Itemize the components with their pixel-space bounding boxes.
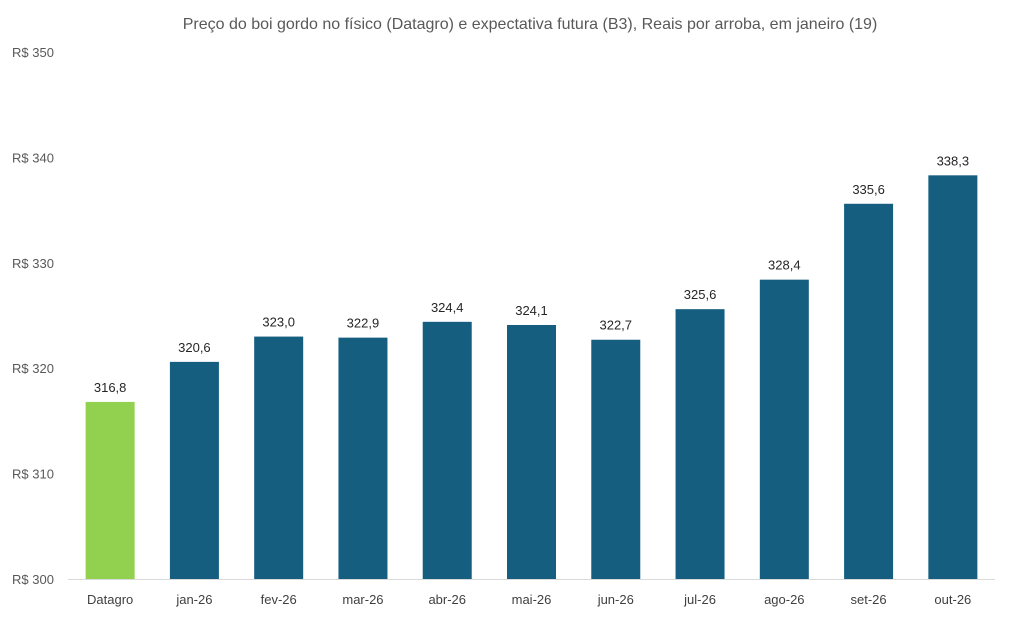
x-tick-label: abr-26 — [428, 592, 466, 607]
data-label: 335,6 — [852, 182, 885, 197]
data-label: 328,4 — [768, 258, 801, 273]
x-tick-label: jan-26 — [175, 592, 212, 607]
x-tick-label: fev-26 — [261, 592, 297, 607]
data-label: 338,3 — [937, 153, 970, 168]
x-axis-ticks: Datagro jan-26 fev-26 mar-26 abr-26 mai-26 jun… — [87, 592, 971, 607]
bars — [85, 175, 978, 579]
data-label: 320,6 — [178, 340, 211, 355]
y-tick-label: R$ 350 — [12, 45, 54, 60]
x-tick-label: jul-26 — [683, 592, 716, 607]
bar-out-26 — [928, 175, 978, 579]
data-label: 324,4 — [431, 300, 464, 315]
y-axis-ticks: R$ 300 R$ 310 R$ 320 R$ 330 R$ 340 R$ 350 — [12, 45, 54, 587]
bar-mai-26 — [507, 324, 556, 579]
y-tick-label: R$ 330 — [12, 256, 54, 271]
data-label: 325,6 — [684, 287, 717, 302]
x-tick-label: set-26 — [851, 592, 887, 607]
bar-fev-26 — [254, 336, 304, 579]
data-label: 322,7 — [599, 318, 632, 333]
y-tick-label: R$ 320 — [12, 361, 54, 376]
y-tick-label: R$ 340 — [12, 150, 54, 165]
x-tick-label: Datagro — [87, 592, 133, 607]
chart-title: Preço do boi gordo no físico (Datagro) e… — [182, 16, 878, 33]
x-tick-label: ago-26 — [764, 592, 804, 607]
data-label: 323,0 — [262, 315, 295, 330]
x-tick-label: out-26 — [934, 592, 971, 607]
bar-ago-26 — [759, 279, 809, 579]
bar-datagro — [85, 401, 135, 579]
data-labels: 316,8 320,6 323,0 322,9 324,4 324,1 322,7 325,6… — [94, 153, 969, 395]
data-label: 316,8 — [94, 380, 127, 395]
bar-mar-26 — [338, 337, 388, 579]
x-tick-label: mai-26 — [512, 592, 552, 607]
x-tick-label: mar-26 — [342, 592, 383, 607]
bar-set-26 — [844, 203, 894, 579]
bar-jul-26 — [675, 309, 725, 579]
bar-jan-26 — [169, 361, 219, 579]
bar-abr-26 — [422, 321, 472, 579]
x-tick-label: jun-26 — [597, 592, 634, 607]
data-label: 322,9 — [347, 316, 380, 331]
y-tick-label: R$ 310 — [12, 467, 54, 482]
data-label: 324,1 — [515, 303, 548, 318]
bar-jun-26 — [591, 339, 641, 579]
y-tick-label: R$ 300 — [12, 572, 54, 587]
